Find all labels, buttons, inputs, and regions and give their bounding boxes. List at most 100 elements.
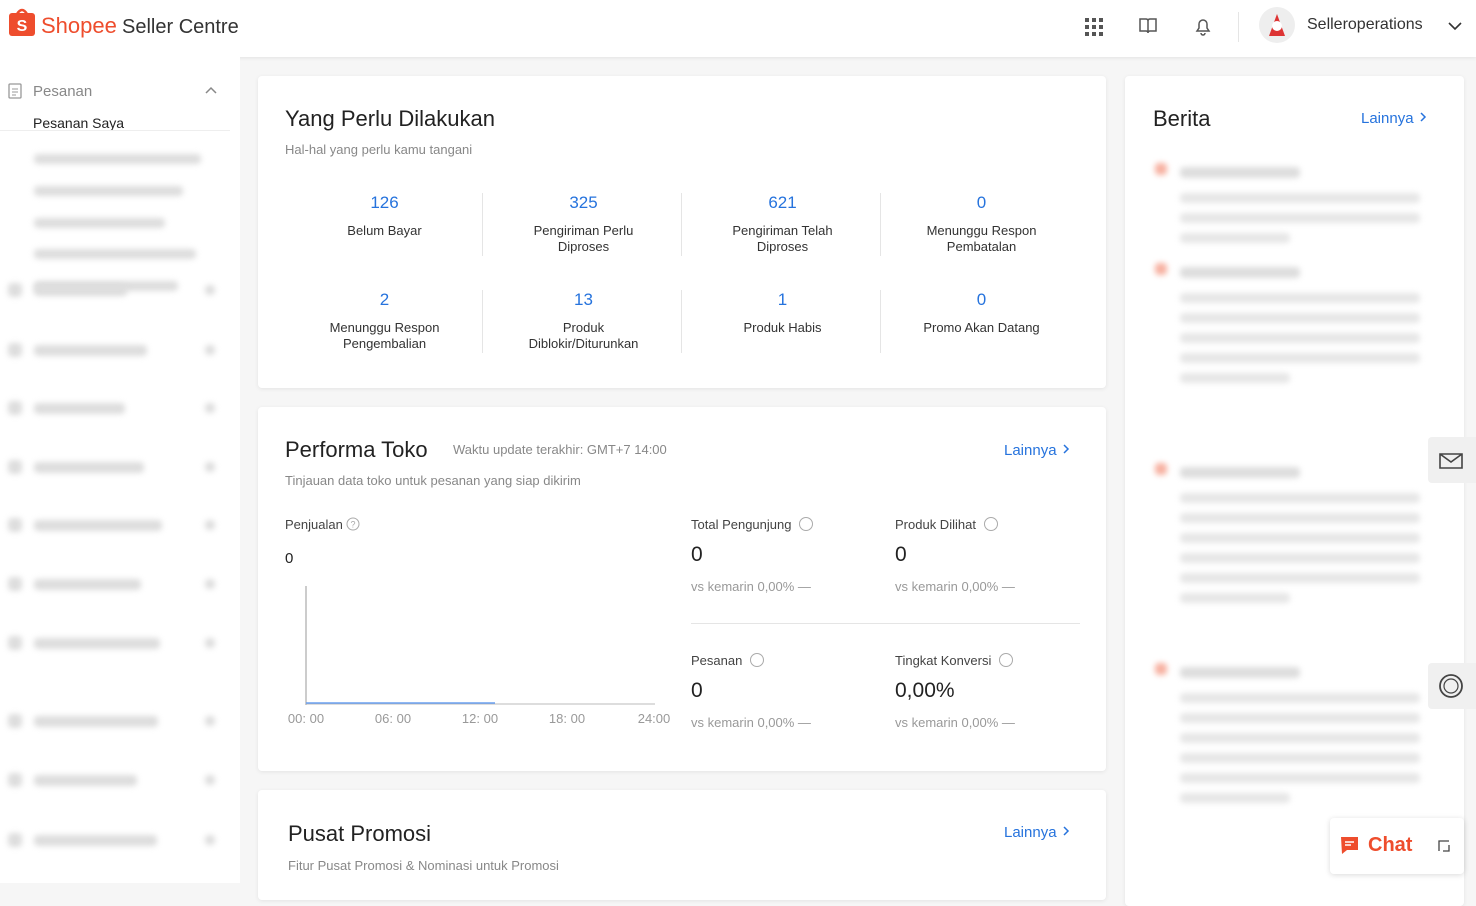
x-tick-label: 12: 00 bbox=[462, 711, 498, 726]
card-title: Performa Toko bbox=[285, 437, 428, 462]
more-link[interactable]: Lainnya bbox=[1004, 824, 1071, 841]
card-subtitle: Fitur Pusat Promosi & Nominasi untuk Pro… bbox=[288, 858, 559, 873]
todo-label: Menunggu Respon Pembatalan bbox=[926, 223, 1037, 254]
sales-label: Penjualan ? bbox=[285, 517, 360, 532]
collapse-icon[interactable] bbox=[204, 85, 218, 95]
blurred-item bbox=[34, 579, 141, 590]
blurred-icon bbox=[8, 401, 22, 415]
dropdown-icon[interactable] bbox=[1447, 19, 1463, 33]
blurred-icon bbox=[8, 577, 22, 591]
card-subtitle: Tinjauan data toko untuk pesanan yang si… bbox=[285, 473, 581, 488]
user-name[interactable]: Selleroperations bbox=[1307, 16, 1423, 33]
book-icon[interactable] bbox=[1138, 16, 1158, 36]
todo-item[interactable]: 0 Menunggu Respon Pembatalan bbox=[882, 193, 1081, 255]
blurred-icon bbox=[8, 714, 22, 728]
blurred-line bbox=[1180, 373, 1290, 383]
metric-value: 0 bbox=[691, 543, 703, 566]
todo-item[interactable]: 621 Pengiriman Telah Diproses bbox=[683, 193, 882, 255]
message-button[interactable] bbox=[1428, 437, 1476, 483]
todo-item[interactable]: 1 Produk Habis bbox=[683, 290, 882, 336]
help-icon[interactable] bbox=[983, 517, 998, 531]
todo-label: Pengiriman Perlu Diproses bbox=[533, 223, 634, 254]
todo-item[interactable]: 13 Produk Diblokir/Diturunkan bbox=[484, 290, 683, 352]
blurred-line bbox=[1180, 233, 1290, 243]
blurred-dot bbox=[1155, 263, 1167, 275]
todo-value: 13 bbox=[574, 290, 593, 309]
x-tick-label: 24:00 bbox=[638, 711, 671, 726]
blurred-line bbox=[1180, 773, 1420, 783]
sidebar-item[interactable]: Pesanan Saya bbox=[33, 115, 125, 131]
todo-item[interactable]: 0 Promo Akan Datang bbox=[882, 290, 1081, 336]
more-link[interactable]: Lainnya bbox=[1361, 110, 1428, 127]
todo-item[interactable]: 2 Menunggu Respon Pengembalian bbox=[285, 290, 484, 352]
blurred-item bbox=[34, 462, 144, 473]
help-icon[interactable]: ? bbox=[346, 517, 360, 531]
product: Seller Centre bbox=[122, 16, 239, 38]
x-tick-label: 00: 00 bbox=[288, 711, 324, 726]
blurred-item bbox=[34, 285, 127, 296]
separator bbox=[482, 193, 483, 256]
chevron bbox=[1063, 444, 1069, 454]
blurred-title bbox=[1180, 467, 1300, 478]
blurred-title bbox=[1180, 267, 1300, 278]
help-icon[interactable] bbox=[799, 517, 814, 531]
chat-label[interactable]: Chat bbox=[1368, 834, 1413, 856]
help-icon[interactable] bbox=[999, 653, 1014, 667]
metric-compare: vs kemarin 0,00% — bbox=[895, 715, 1015, 730]
blurred-chevron bbox=[205, 520, 215, 530]
blurred-icon bbox=[8, 833, 22, 847]
chat-button[interactable]: Chat bbox=[1330, 818, 1464, 874]
blurred-item bbox=[34, 154, 201, 164]
bell-icon[interactable] bbox=[1193, 16, 1213, 36]
more-text[interactable]: Lainnya bbox=[1004, 824, 1057, 841]
more-text[interactable]: Lainnya bbox=[1361, 110, 1414, 127]
blurred-line bbox=[1180, 193, 1420, 203]
blurred-dot bbox=[1155, 163, 1167, 175]
apps-icon[interactable] bbox=[1084, 17, 1104, 37]
metric-value: 0,00% bbox=[895, 679, 955, 702]
order-icon bbox=[8, 83, 22, 99]
todo-value: 2 bbox=[379, 290, 390, 309]
metric-label: Produk Dilihat bbox=[895, 517, 998, 532]
metric-label-text: Total Pengunjung bbox=[691, 517, 792, 532]
blurred-chevron bbox=[205, 775, 215, 785]
blurred-line bbox=[1180, 713, 1420, 723]
separator bbox=[681, 193, 682, 256]
todo-label: Belum Bayar bbox=[347, 223, 422, 238]
metric-label: Pesanan bbox=[691, 653, 765, 668]
more-link[interactable]: Lainnya bbox=[1004, 442, 1071, 459]
blurred-item bbox=[34, 835, 157, 846]
metric-label-text: Pesanan bbox=[691, 653, 743, 668]
support-button[interactable] bbox=[1428, 663, 1476, 709]
metric-label: Total Pengunjung bbox=[691, 517, 814, 532]
avatar[interactable] bbox=[1258, 6, 1296, 44]
todo-value: 621 bbox=[768, 193, 797, 212]
todo-value: 1 bbox=[777, 290, 788, 309]
blurred-chevron bbox=[205, 835, 215, 845]
todo-item[interactable]: 325 Pengiriman Perlu Diproses bbox=[484, 193, 683, 255]
blurred-line bbox=[1180, 353, 1420, 363]
sidebar-section[interactable]: Pesanan bbox=[33, 83, 93, 100]
expand-icon[interactable] bbox=[1436, 838, 1452, 854]
todo-value: 126 bbox=[370, 193, 399, 212]
metric-label-text: Tingkat Konversi bbox=[895, 653, 992, 668]
blurred-item bbox=[34, 775, 137, 786]
more-text[interactable]: Lainnya bbox=[1004, 442, 1057, 459]
svg-text:?: ? bbox=[351, 520, 356, 530]
todo-value: 0 bbox=[976, 193, 987, 212]
help-icon[interactable] bbox=[750, 653, 765, 667]
todo-item[interactable]: 126 Belum Bayar bbox=[285, 193, 484, 239]
blurred-chevron bbox=[205, 638, 215, 648]
divider bbox=[691, 623, 1080, 624]
blurred-line bbox=[1180, 573, 1420, 583]
blurred-chevron bbox=[205, 403, 215, 413]
metric-value: 0 bbox=[895, 543, 907, 566]
todo-value: 0 bbox=[976, 290, 987, 309]
blurred-line bbox=[1180, 793, 1290, 803]
promo-card: Pusat Promosi Lainnya Fitur Pusat Promos… bbox=[258, 790, 1106, 900]
svg-text:S: S bbox=[17, 18, 28, 35]
todo-label: Produk Diblokir/Diturunkan bbox=[528, 320, 639, 351]
brand: Shopee bbox=[41, 13, 117, 38]
blurred-icon bbox=[8, 773, 22, 787]
update-time: Waktu update terakhir: GMT+7 14:00 bbox=[453, 442, 667, 457]
